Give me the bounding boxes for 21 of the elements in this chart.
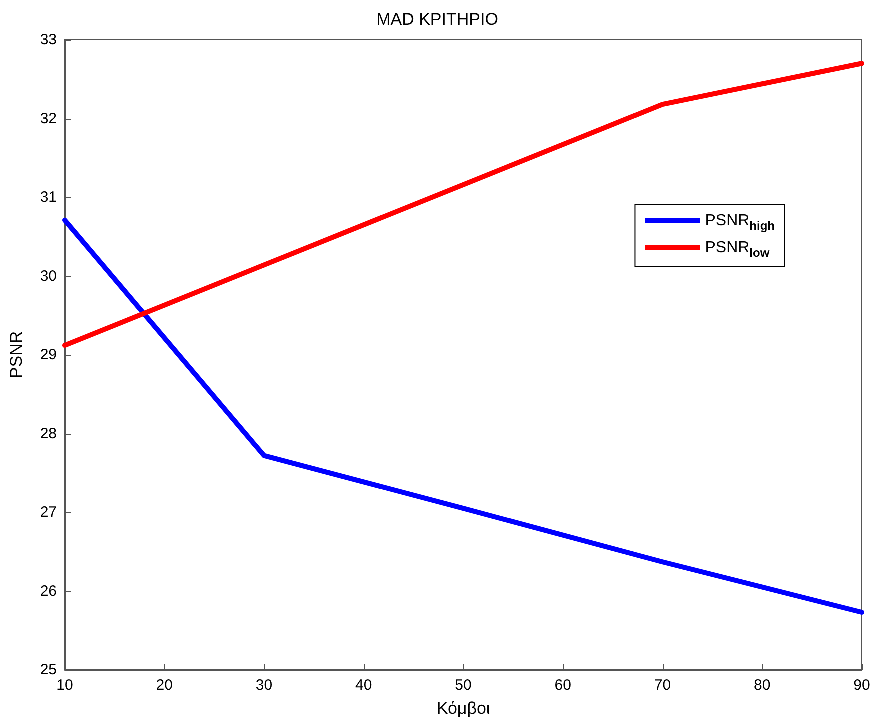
y-tick-label: 26 bbox=[40, 582, 57, 600]
x-tick-label: 60 bbox=[554, 677, 572, 694]
y-tick-label: 31 bbox=[40, 189, 57, 206]
y-axis-title: PSNR bbox=[7, 331, 26, 379]
x-tick-label: 50 bbox=[455, 677, 472, 694]
x-tick-label: 30 bbox=[256, 677, 273, 694]
x-tick-label: 90 bbox=[854, 677, 870, 694]
y-tick-label: 30 bbox=[40, 268, 57, 285]
y-tick-label: 33 bbox=[40, 32, 57, 48]
chart-title: MAD ΚΡΙΤΗΡΙΟ bbox=[376, 10, 498, 29]
x-tick-label: 20 bbox=[156, 677, 173, 694]
y-tick-label: 28 bbox=[40, 425, 57, 442]
y-tick-label: 29 bbox=[40, 346, 57, 364]
x-tick-label: 10 bbox=[56, 677, 74, 694]
y-tick-label: 27 bbox=[40, 504, 57, 521]
x-tick-label: 80 bbox=[754, 677, 771, 694]
x-axis-title: Κόμβοι bbox=[436, 699, 490, 718]
y-tick-label: 32 bbox=[40, 110, 57, 128]
x-tick-label: 40 bbox=[356, 677, 372, 694]
x-tick-label: 70 bbox=[654, 677, 672, 694]
y-tick-label: 25 bbox=[40, 662, 57, 678]
